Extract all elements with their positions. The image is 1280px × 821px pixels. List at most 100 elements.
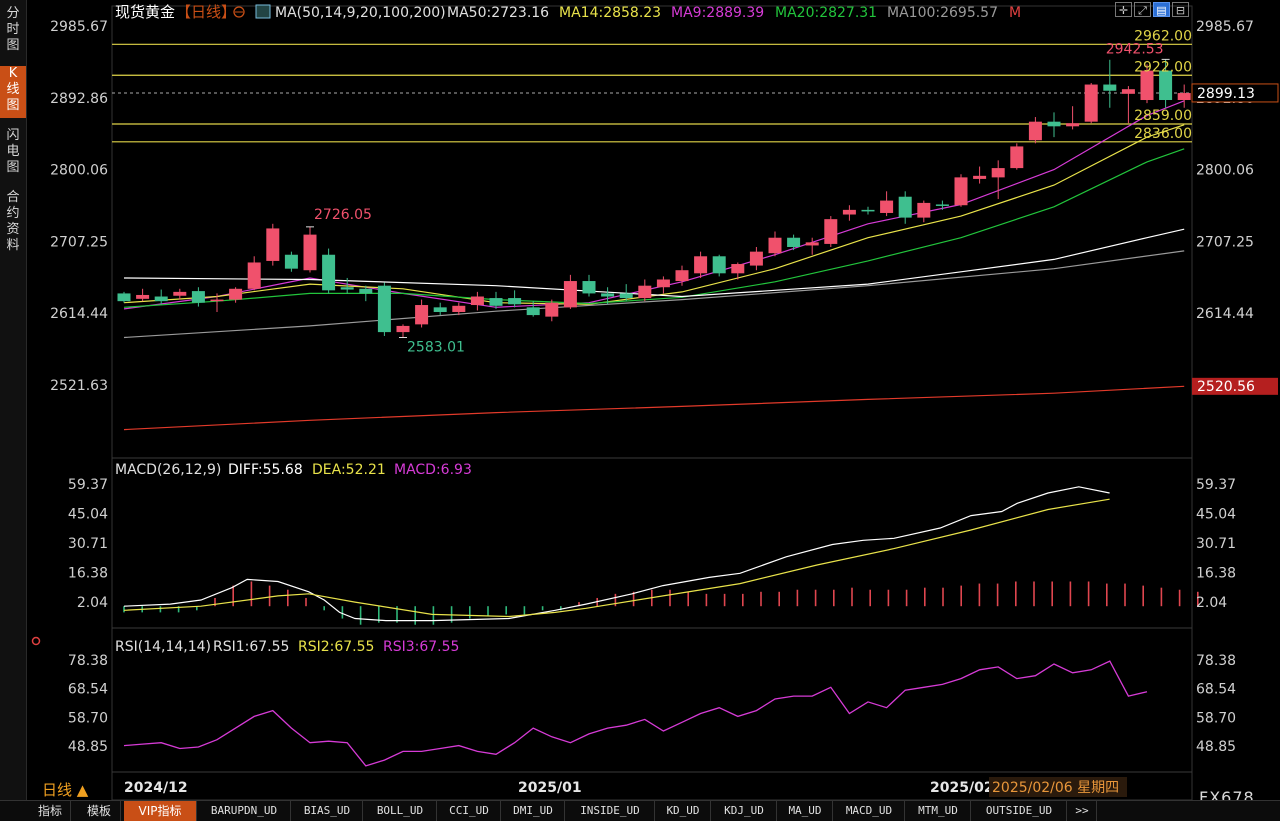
tab-kd[interactable]: KD_UD — [656, 801, 711, 821]
candle-body — [489, 298, 503, 306]
tab-bias[interactable]: BIAS_UD — [292, 801, 363, 821]
fullscreen-icon[interactable]: ⤢ — [1134, 2, 1151, 17]
candle — [619, 284, 633, 302]
candle — [489, 291, 503, 309]
crosshair-icon[interactable]: ✛ — [1115, 2, 1132, 17]
extreme-price-label: 2942.53 — [1106, 41, 1164, 57]
date-readout-bg — [989, 777, 1127, 797]
tab-kline-chart[interactable]: K 线 图 — [0, 66, 26, 118]
rsi-y-tick-right: 58.70 — [1196, 710, 1236, 726]
ma20-legend: MA20:2827.31 — [775, 5, 877, 21]
tab-macd[interactable]: MACD_UD — [834, 801, 905, 821]
candle — [433, 302, 447, 316]
candle — [582, 274, 596, 297]
tab-contract-info[interactable]: 合 约 资 料 — [6, 190, 20, 253]
candle — [303, 226, 317, 273]
candle-body — [359, 288, 373, 294]
y-tick-left: 2521.63 — [50, 378, 108, 394]
tab-barupdn[interactable]: BARUPDN_UD — [198, 801, 291, 821]
tab-more[interactable]: >> — [1068, 801, 1097, 821]
minimize-icon[interactable]: ⊟ — [1172, 2, 1189, 17]
chart-type-icon[interactable]: ▤ — [1153, 2, 1170, 17]
tab-indicators[interactable]: 指标 — [30, 801, 71, 821]
macd-y-tick-left: 16.38 — [68, 565, 108, 581]
candle — [1177, 84, 1191, 108]
ma200-value-tag — [1192, 377, 1278, 395]
macd-y-tick-right: 16.38 — [1196, 565, 1236, 581]
tab-cci[interactable]: CCI_UD — [438, 801, 501, 821]
x-tick-label: 2025/01 — [518, 780, 582, 796]
current-price-label: 2899.13 — [1197, 86, 1255, 102]
tab-dmi[interactable]: DMI_UD — [502, 801, 565, 821]
candle-body — [749, 251, 763, 266]
candle — [917, 200, 931, 223]
candle-body — [229, 288, 243, 300]
candle — [824, 216, 838, 248]
candle-body — [601, 293, 615, 297]
tab-inside[interactable]: INSIDE_UD — [566, 801, 655, 821]
candle — [173, 288, 187, 300]
candle-body — [954, 177, 968, 206]
y-tick-right: 2800.06 — [1196, 163, 1254, 179]
candle-body — [898, 196, 912, 218]
ma14-legend: MA14:2858.23 — [559, 5, 661, 21]
candle — [136, 288, 150, 302]
candle — [284, 251, 298, 272]
candle-body — [415, 305, 429, 325]
tab-flash-chart[interactable]: 闪 电 图 — [6, 128, 20, 175]
candle — [470, 291, 484, 311]
candle — [954, 174, 968, 207]
period-selector[interactable]: 日线 ▲ — [42, 781, 89, 799]
macd-y-tick-right: 30.71 — [1196, 536, 1236, 552]
candle-body — [880, 200, 894, 213]
candle — [377, 282, 391, 336]
candle — [322, 248, 336, 294]
candle-body — [433, 307, 447, 312]
candle-body — [1121, 89, 1135, 94]
macd-y-tick-right: 2.04 — [1196, 595, 1227, 611]
extreme-price-label: 2726.05 — [314, 207, 372, 223]
ma9-legend: MA9:2889.39 — [671, 5, 764, 21]
macd-y-tick-left: 30.71 — [68, 536, 108, 552]
rsi-y-tick-right: 48.85 — [1196, 739, 1236, 755]
candle-body — [303, 234, 317, 271]
candle — [712, 254, 726, 277]
rsi2-label: RSI2:67.55 — [298, 639, 374, 655]
candle — [768, 231, 782, 257]
ma-line-ma200 — [123, 385, 1185, 431]
tab-vip-indicators[interactable]: VIP指标 — [124, 801, 197, 821]
candle — [526, 301, 540, 317]
level-label: 2962.00 — [1134, 28, 1192, 44]
candle — [842, 205, 856, 221]
candle-body — [842, 209, 856, 215]
candle — [191, 287, 205, 307]
candle-body — [1177, 93, 1191, 101]
tab-templates[interactable]: 模板 — [78, 801, 121, 821]
tab-mtm[interactable]: MTM_UD — [906, 801, 971, 821]
candle — [694, 251, 708, 278]
candle-body — [787, 237, 801, 248]
candle — [340, 277, 354, 294]
y-tick-left: 2892.86 — [50, 91, 108, 107]
y-tick-left: 2985.67 — [50, 19, 108, 35]
m-legend: M — [1009, 5, 1021, 21]
candle-body — [1103, 84, 1117, 91]
candle-body — [322, 254, 336, 291]
ma-line-ma9 — [123, 100, 1185, 310]
macd-dea-label: DEA:52.21 — [312, 462, 386, 478]
settings-icon — [233, 6, 245, 18]
rsi-y-tick-right: 78.38 — [1196, 653, 1236, 669]
tab-ma[interactable]: MA_UD — [778, 801, 833, 821]
candle-body — [210, 299, 224, 302]
rsi1-label: RSI1:67.55 — [213, 639, 289, 655]
rsi-y-tick-left: 58.70 — [68, 710, 108, 726]
chart-area[interactable]: 2985.672985.672892.862892.862800.062800.… — [0, 0, 1280, 800]
candle-body — [396, 325, 410, 333]
period-tag: 【日线】 — [176, 3, 236, 21]
indicator-tab-bar: 指标 模板 VIP指标 BARUPDN_UD BIAS_UD BOLL_UD C… — [0, 800, 1280, 821]
tab-outside[interactable]: OUTSIDE_UD — [972, 801, 1067, 821]
candle-body — [377, 285, 391, 333]
tab-time-chart[interactable]: 分 时 图 — [6, 6, 20, 53]
tab-boll[interactable]: BOLL_UD — [364, 801, 437, 821]
tab-kdj[interactable]: KDJ_UD — [712, 801, 777, 821]
